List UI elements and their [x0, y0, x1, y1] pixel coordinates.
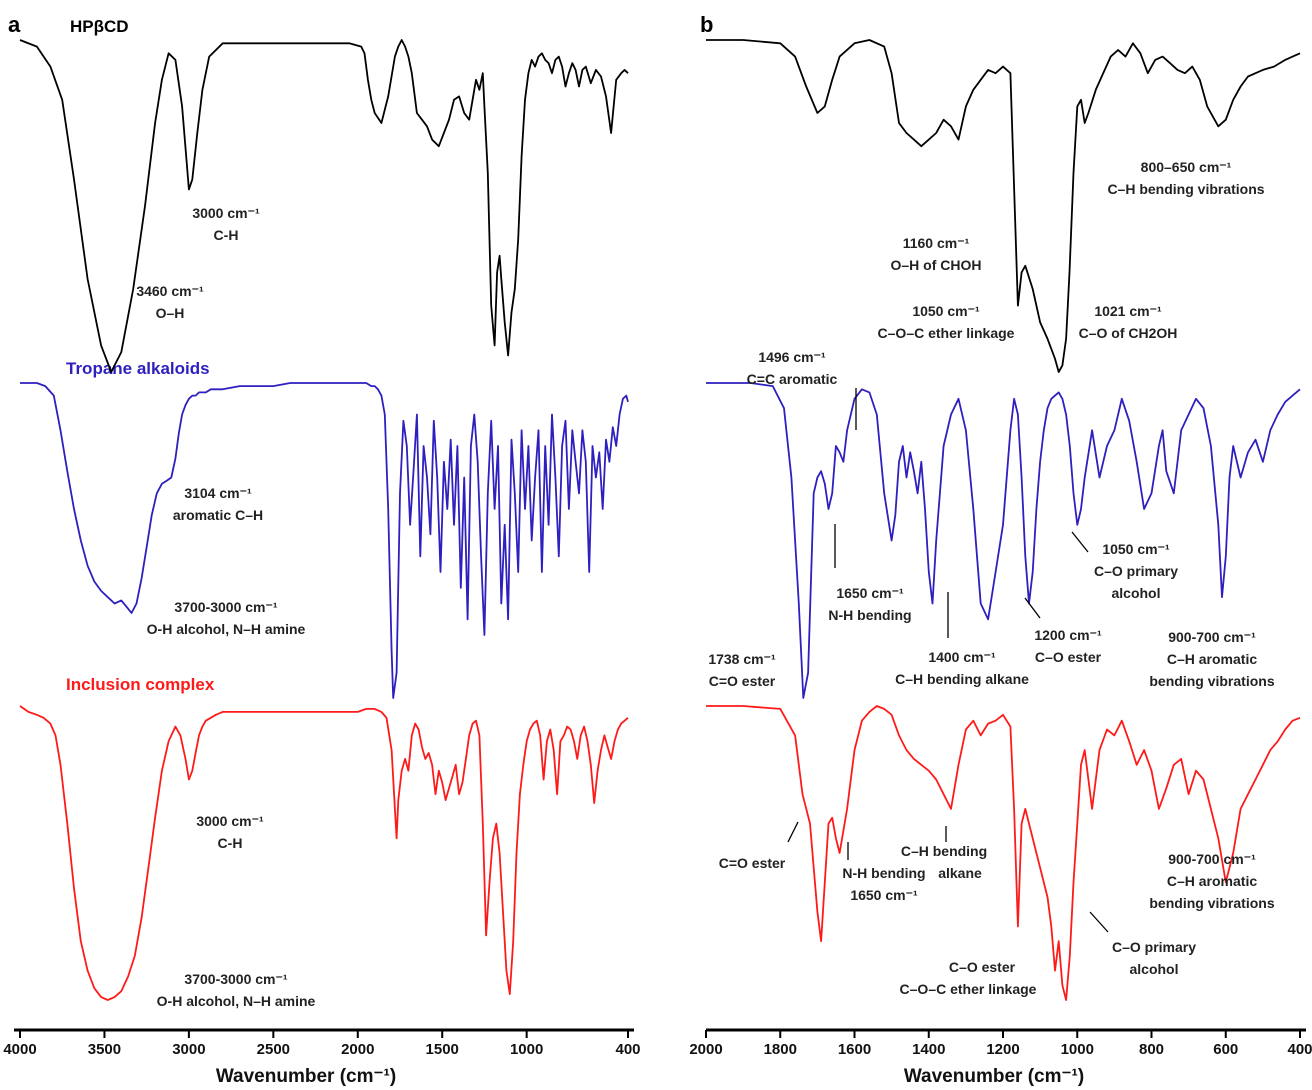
annot-b-nh-ic-l2: 1650 cm⁻¹ [850, 887, 918, 903]
tick-label-a-2500: 2500 [257, 1041, 290, 1058]
annot-b-1160-l2: O–H of CHOH [891, 257, 982, 273]
annot-b-co-primary-ic-l2: alcohol [1129, 961, 1178, 977]
annot-b-co-primary-ic-l1: C–O primary [1112, 939, 1196, 955]
spectra-group [19, 39, 1301, 1001]
series-label-tropane: Tropane alkaloids [66, 359, 210, 378]
leader-line-co-primary [1089, 911, 1109, 933]
annot-b-1496-l1: 1496 cm⁻¹ [758, 349, 826, 365]
spectrum-a-hpbcd [19, 39, 629, 373]
tick-label-b-800: 800 [1139, 1041, 1164, 1058]
series-label-inclusion: Inclusion complex [66, 675, 215, 694]
tick-label-a-2000: 2000 [341, 1041, 374, 1058]
tick-label-a-4000: 4000 [3, 1041, 36, 1058]
annot-a-3104-l1: 3104 cm⁻¹ [184, 485, 252, 501]
annot-b-900-ic-l3: bending vibrations [1149, 895, 1274, 911]
annot-b-900-tr-l3: bending vibrations [1149, 673, 1274, 689]
annot-a-3460-l2: O–H [156, 305, 185, 321]
annot-b-ch-ic-l1: C–H bending [901, 843, 987, 859]
annot-b-1050-hp-l2: C–O–C ether linkage [878, 325, 1015, 341]
spectrum-a-tropane [20, 382, 629, 699]
leader-line-1050-tropane [1071, 531, 1089, 553]
tick-label-a-1500: 1500 [426, 1041, 459, 1058]
annot-b-900-ic-l1: 900-700 cm⁻¹ [1168, 851, 1256, 867]
x-axis-title-b: Wavenumber (cm⁻¹) [904, 1066, 1084, 1087]
tick-group: 4000 3500 3000 2500 2000 1500 1000 400 2000 1800 1… [3, 1030, 1312, 1058]
annot-b-1738-l2: C=O ester [709, 673, 776, 689]
annot-b-900-ic-l2: C–H aromatic [1167, 873, 1257, 889]
annot-b-ch-ic-l2: alkane [938, 865, 982, 881]
annot-b-1200-l2: C–O ester [1035, 649, 1102, 665]
annot-b-1021-l2: C–O of CH2OH [1079, 325, 1178, 341]
annot-a-3700-ic-l2: O-H alcohol, N–H amine [157, 993, 316, 1009]
tick-label-b-1200: 1200 [986, 1041, 1019, 1058]
tick-label-b-400: 400 [1287, 1041, 1312, 1058]
annot-b-nh-ic-l1: N-H bending [842, 865, 925, 881]
annot-b-1050-hp-l1: 1050 cm⁻¹ [912, 303, 980, 319]
tick-label-a-3000: 3000 [172, 1041, 205, 1058]
annot-a-3000-hp-l1: 3000 cm⁻¹ [192, 205, 260, 221]
annot-b-co-ester-ic2-l1: C–O ester [949, 959, 1016, 975]
annot-b-900-tr-l2: C–H aromatic [1167, 651, 1257, 667]
annot-b-1400-l1: 1400 cm⁻¹ [928, 649, 996, 665]
annot-b-1160-l1: 1160 cm⁻¹ [903, 235, 970, 251]
leader-line-1200 [1024, 597, 1041, 619]
annot-b-1050-tr-l1: 1050 cm⁻¹ [1102, 541, 1170, 557]
annot-b-1050-tr-l3: alcohol [1111, 585, 1160, 601]
annot-b-co-ester-ic: C=O ester [719, 855, 786, 871]
leader-lines [787, 388, 1109, 933]
annot-a-3460-l1: 3460 cm⁻¹ [136, 283, 204, 299]
annot-b-800-l2: C–H bending vibrations [1107, 181, 1264, 197]
annot-b-co-ester-ic2-l2: C–O–C ether linkage [900, 981, 1037, 997]
annot-b-1400-l2: C–H bending alkane [895, 671, 1029, 687]
tick-label-a-1000: 1000 [510, 1041, 543, 1058]
annot-a-3104-l2: aromatic C–H [173, 507, 263, 523]
spectrum-b-tropane [706, 382, 1301, 699]
spectrum-a-inclusion [19, 705, 629, 1001]
series-label-hpbcd: HPβCD [70, 17, 129, 36]
panel-a-annotations: 3000 cm⁻¹ C-H 3460 cm⁻¹ O–H 3104 cm⁻¹ ar… [136, 205, 315, 1009]
tick-label-b-600: 600 [1213, 1041, 1238, 1058]
tick-label-b-2000: 2000 [689, 1041, 722, 1058]
annot-a-3700-ic-l1: 3700-3000 cm⁻¹ [184, 971, 287, 987]
panel-a-letter: a [8, 12, 21, 37]
annot-a-3000-ic-l2: C-H [218, 835, 243, 851]
annot-a-3700-tr-l2: O-H alcohol, N–H amine [147, 621, 306, 637]
annot-b-1200-l1: 1200 cm⁻¹ [1034, 627, 1102, 643]
panel-b-annotations: 800–650 cm⁻¹ C–H bending vibrations 1160… [708, 159, 1274, 997]
annot-b-1021-l1: 1021 cm⁻¹ [1094, 303, 1162, 319]
annot-b-1650-tr-l1: 1650 cm⁻¹ [836, 585, 904, 601]
annot-a-3700-tr-l1: 3700-3000 cm⁻¹ [174, 599, 277, 615]
annot-b-1738-l1: 1738 cm⁻¹ [708, 651, 776, 667]
annot-b-1050-tr-l2: C–O primary [1094, 563, 1178, 579]
tick-label-a-400: 400 [615, 1041, 640, 1058]
tick-label-b-1000: 1000 [1061, 1041, 1094, 1058]
leader-line-co-ester [787, 821, 799, 843]
tick-label-b-1800: 1800 [764, 1041, 797, 1058]
annot-a-3000-hp-l2: C-H [214, 227, 239, 243]
spectrum-b-inclusion [706, 705, 1301, 1001]
panel-b-letter: b [700, 12, 713, 37]
annot-b-1650-tr-l2: N-H bending [828, 607, 911, 623]
tick-label-b-1600: 1600 [838, 1041, 871, 1058]
tick-label-a-3500: 3500 [88, 1041, 121, 1058]
annot-b-800-l1: 800–650 cm⁻¹ [1141, 159, 1232, 175]
annot-b-1496-l2: C=C aromatic [747, 371, 838, 387]
x-axis-title-a: Wavenumber (cm⁻¹) [216, 1066, 396, 1087]
spectrum-b-hpbcd [706, 39, 1301, 373]
annot-a-3000-ic-l1: 3000 cm⁻¹ [196, 813, 264, 829]
annot-b-900-tr-l1: 900-700 cm⁻¹ [1168, 629, 1256, 645]
tick-label-b-1400: 1400 [912, 1041, 945, 1058]
